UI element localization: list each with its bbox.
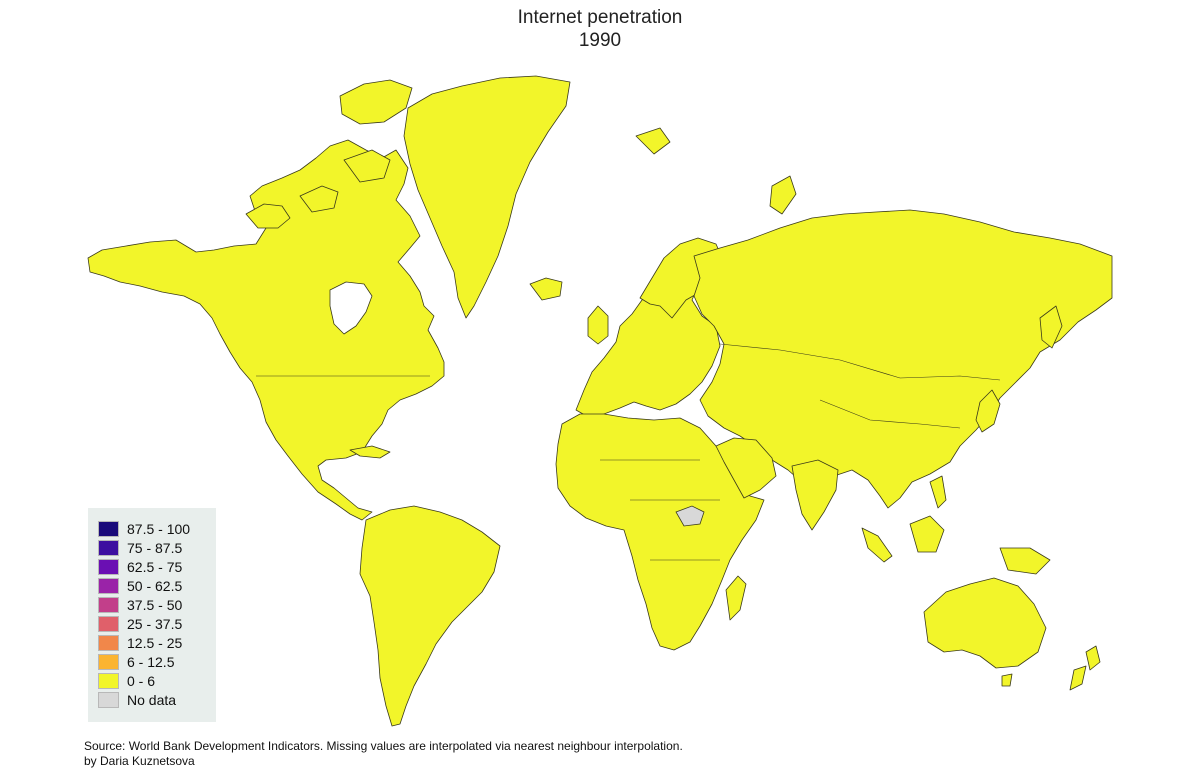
arctic-island-3 [339, 79, 413, 125]
sumatra [861, 527, 893, 563]
greenland [403, 75, 571, 319]
legend-label: 75 - 87.5 [127, 539, 183, 556]
legend-label: 37.5 - 50 [127, 596, 183, 613]
legend-swatch [98, 520, 119, 537]
new-zealand-north [1085, 645, 1101, 671]
madagascar [725, 575, 747, 621]
legend-item: 62.5 - 75 [98, 558, 182, 575]
legend-item: 6 - 12.5 [98, 653, 174, 670]
legend-swatch [98, 596, 119, 613]
novaya-zemlya [769, 175, 797, 215]
kamchatka [1039, 305, 1063, 349]
source-note: Source: World Bank Development Indicator… [84, 739, 683, 769]
legend-swatch [98, 672, 119, 689]
map-title: Internet penetration [517, 7, 683, 28]
legend-item: 75 - 87.5 [98, 539, 182, 556]
north-america [87, 139, 445, 521]
legend-swatch [98, 653, 119, 670]
new-guinea [999, 547, 1051, 575]
tasmania [1001, 673, 1013, 687]
legend-swatch [98, 558, 119, 575]
arctic-island-1 [245, 203, 291, 229]
iceland [529, 277, 563, 301]
new-zealand-south [1069, 665, 1087, 691]
philippines [929, 475, 947, 509]
legend-label: 25 - 37.5 [127, 615, 183, 632]
legend-item: 37.5 - 50 [98, 596, 182, 613]
map-legend: 87.5 - 100 75 - 87.5 62.5 - 75 50 - 62.5… [88, 508, 216, 722]
south-america [359, 505, 501, 727]
legend-swatch [98, 634, 119, 651]
legend-swatch [98, 539, 119, 556]
legend-item: 0 - 6 [98, 672, 155, 689]
legend-item: 12.5 - 25 [98, 634, 182, 651]
legend-swatch [98, 691, 119, 708]
russia-border [719, 343, 1001, 381]
legend-label: 62.5 - 75 [127, 558, 183, 575]
legend-swatch [98, 577, 119, 594]
africa-borders [600, 459, 720, 561]
africa [555, 413, 765, 651]
australia [923, 577, 1047, 669]
asia [693, 209, 1113, 509]
hudson-bay [329, 281, 373, 335]
legend-label: No data [127, 691, 177, 708]
india [791, 459, 839, 531]
arctic-island-4 [343, 149, 391, 183]
author-credit: by Daria Kuznetsova [84, 754, 195, 768]
cuba [349, 445, 391, 459]
legend-item: 87.5 - 100 [98, 520, 190, 537]
legend-item: 50 - 62.5 [98, 577, 182, 594]
svalbard [635, 127, 671, 155]
source-text: Source: World Bank Development Indicator… [84, 739, 683, 753]
legend-item: 25 - 37.5 [98, 615, 182, 632]
legend-label: 0 - 6 [127, 672, 156, 689]
legend-label: 50 - 62.5 [127, 577, 183, 594]
arabian-peninsula [715, 437, 777, 499]
map-title-block: Internet penetration 1990 [0, 6, 1200, 52]
china-border [819, 399, 961, 429]
south-sudan-no-data [675, 505, 705, 527]
legend-label: 87.5 - 100 [127, 520, 191, 537]
legend-label: 12.5 - 25 [127, 634, 183, 651]
legend-swatch [98, 615, 119, 632]
arctic-island-2 [299, 185, 339, 213]
japan [975, 389, 1001, 433]
borneo [909, 515, 945, 553]
map-subtitle: 1990 [578, 30, 622, 51]
great-britain [587, 305, 609, 345]
legend-label: 6 - 12.5 [127, 653, 175, 670]
legend-item: No data [98, 691, 176, 708]
